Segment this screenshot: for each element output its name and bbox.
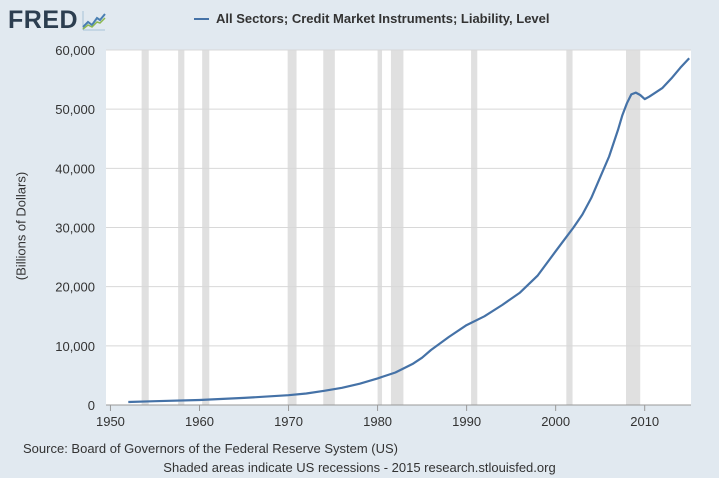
x-tick-label: 1990: [452, 414, 481, 429]
y-tick-label: 50,000: [55, 102, 95, 117]
y-tick-label: 10,000: [55, 339, 95, 354]
x-tick-label: 1960: [185, 414, 214, 429]
trend-line-chart-icon: [80, 10, 107, 31]
x-tick-label: 1950: [96, 414, 125, 429]
fred-logo: FRED: [8, 6, 107, 35]
source-note: Source: Board of Governors of the Federa…: [23, 441, 398, 456]
x-tick-label: 1970: [274, 414, 303, 429]
y-tick-label: 40,000: [55, 161, 95, 176]
y-tick-label: 20,000: [55, 280, 95, 295]
x-tick-label: 2000: [541, 414, 570, 429]
y-tick-label: 30,000: [55, 221, 95, 236]
recession-note: Shaded areas indicate US recessions - 20…: [163, 460, 556, 475]
y-tick-label: 0: [88, 398, 95, 413]
series-line: [128, 57, 691, 404]
x-tick-label: 2010: [630, 414, 659, 429]
x-tick-label: 1980: [363, 414, 392, 429]
chart-legend: All Sectors; Credit Market Instruments; …: [194, 11, 550, 26]
legend-swatch: [194, 17, 209, 20]
y-axis-label: (Billions of Dollars): [13, 171, 29, 281]
fred-logo-text: FRED: [8, 6, 79, 34]
legend-label: All Sectors; Credit Market Instruments; …: [216, 11, 550, 26]
y-tick-label: 60,000: [55, 43, 95, 58]
